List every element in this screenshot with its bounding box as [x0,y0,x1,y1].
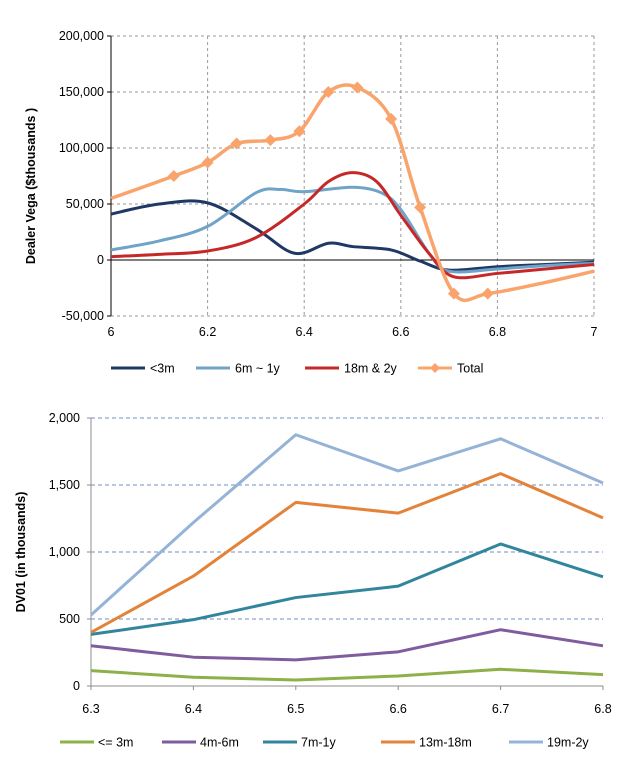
x-tick-label: 6.6 [390,702,407,716]
x-tick-label: 7 [591,325,598,339]
series-line-4m-6m [90,628,604,662]
x-tick-label: 6.7 [492,702,509,716]
legend-item-19m-2y: 19m-2y [509,736,589,750]
legend-item-13m-18m: 13m-18m [381,736,472,750]
series-line-3m [90,667,604,682]
x-tick-label: 6.3 [82,702,99,716]
legend-item-7m-1y: 7m-1y [263,736,336,750]
series-line-18m-2y [110,171,595,280]
x-tick-label: 6.6 [392,325,409,339]
data-point [322,86,335,98]
x-tick-label: 6.8 [594,702,611,716]
y-tick-label: 500 [59,612,80,626]
data-point [201,156,214,169]
legend-label: 7m-1y [301,736,336,750]
series-line-13m-18m [90,472,604,634]
data-point [230,137,243,150]
x-tick-label: 6 [108,325,115,339]
legend-label: 19m-2y [547,736,589,750]
y-tick-label: 0 [73,679,80,693]
y-tick-label: 2,000 [49,411,80,425]
y-axis-label: DV01 (in thousands) [14,492,28,613]
y-tick-label: -50,000 [62,309,104,323]
legend-label: Total [457,362,483,376]
data-point [167,170,180,182]
x-tick-label: 6.8 [489,325,506,339]
legend-item-4m-6m: 4m-6m [162,736,239,750]
data-point [385,112,398,125]
data-point [481,287,494,300]
series-line-7m-1y [90,542,604,636]
series-line-6m-1y [110,185,595,274]
legend-item-total: Total [418,362,483,376]
y-tick-label: 200,000 [59,29,104,43]
y-tick-label: 1,500 [49,478,80,492]
x-tick-label: 6.5 [287,702,304,716]
legend-label: <= 3m [98,736,133,750]
legend-label: 4m-6m [200,736,239,750]
y-tick-label: 150,000 [59,85,104,99]
legend-item-3m: <= 3m [60,736,133,750]
y-axis-label: Dealer Vega ($thousands ) [24,108,38,264]
legend-item-3m: <3m [111,362,175,376]
series-line-19m-2y [89,433,604,617]
legend-item-6m-1y: 6m ~ 1y [196,362,281,376]
legend-label: 6m ~ 1y [235,362,281,376]
y-tick-label: 0 [97,253,104,267]
legend-marker [430,363,440,373]
y-tick-label: 100,000 [59,141,104,155]
data-point [264,134,277,147]
x-tick-label: 6.2 [199,325,216,339]
data-point [414,201,427,214]
legend-item-18m-2y: 18m & 2y [305,362,398,376]
data-point [447,287,460,300]
chart-dealer-vega: 200,000 150,000 100,000 50,000 0 -50,000 6 6.2 6… [24,29,598,376]
legend-label: 13m-18m [419,736,472,750]
x-tick-label: 6.4 [185,702,202,716]
y-tick-label: 1,000 [49,545,80,559]
data-point [293,125,306,138]
legend-label: 18m & 2y [344,362,398,376]
data-point [351,81,364,94]
series-line-3m [110,199,595,272]
legend-label: <3m [150,362,175,376]
y-tick-label: 50,000 [66,197,104,211]
chart-dv01: 2,000 1,500 1,000 500 06.3 6.4 6.5 6.6 6.7 6.8 DV0… [14,411,612,750]
x-tick-label: 6.4 [296,325,313,339]
